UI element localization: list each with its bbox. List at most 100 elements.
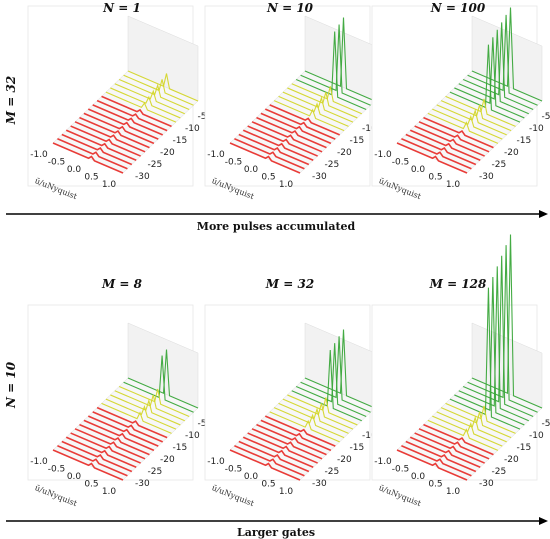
trace-line (105, 398, 177, 430)
trace-line (471, 7, 543, 102)
x-tick-label: -1.0 (30, 457, 48, 467)
trace-line (414, 125, 485, 157)
x-tick-label: 0.5 (261, 173, 275, 183)
trace-line (282, 91, 354, 123)
y-tick-label: -25 (325, 160, 340, 170)
trace-line (440, 100, 512, 132)
panel-title: N = 10 (266, 1, 314, 15)
trace-line (114, 83, 185, 115)
trace-line (264, 415, 336, 447)
trace-line (105, 91, 177, 123)
x-tick-label: 0.0 (411, 165, 426, 175)
trace-line (462, 22, 534, 110)
trace-line (427, 112, 499, 144)
y-tick-label: -15 (173, 136, 188, 146)
trace-line (300, 24, 371, 106)
y-tick-label: -5 (542, 112, 550, 122)
trace-line (74, 428, 146, 460)
trace-line (52, 449, 124, 481)
trace-line (273, 100, 345, 132)
arrow-top (6, 210, 548, 218)
trace-line (101, 95, 172, 128)
trace-line (251, 428, 323, 460)
y-tick-label: -30 (312, 172, 327, 182)
trace-line (238, 440, 310, 473)
trace-line (256, 116, 327, 149)
trace-line (436, 411, 507, 443)
x-tick-label: -0.5 (225, 465, 243, 475)
trace-line (260, 112, 332, 145)
panel-5: M = 32-1.0-0.50.00.51.0ū/uNyquist0-5-10-… (204, 277, 393, 509)
y-tick-label: -20 (160, 455, 175, 465)
x-axis-label: ū/uNyquist (34, 483, 80, 508)
trace-line (256, 423, 327, 456)
x-tick-label: 0.5 (428, 480, 442, 490)
trace-line (247, 125, 318, 157)
trace-line (101, 402, 172, 434)
y-tick-label: -20 (160, 148, 175, 158)
trace-line (295, 31, 367, 110)
row-label-bottom: N = 10 (4, 361, 18, 409)
trace-line (229, 449, 301, 481)
trace-line (401, 445, 472, 477)
x-tick-label: -0.5 (392, 158, 410, 168)
x-tick-label: 0.5 (84, 480, 98, 490)
trace-line (445, 402, 516, 434)
trace-line (118, 78, 190, 110)
trace-line (79, 116, 150, 149)
panel-1: N = 1-1.0-0.50.00.51.0ū/uNyquist0-5-10-1… (27, 1, 216, 202)
panel-title: M = 8 (101, 277, 143, 291)
trace-line (229, 142, 301, 174)
x-tick-label: -1.0 (30, 150, 48, 160)
arrow-bottom (6, 517, 548, 525)
x-tick-label: -1.0 (374, 457, 392, 467)
y-tick-label: -15 (173, 443, 188, 453)
trace-line (467, 14, 538, 106)
trace-line (418, 121, 490, 153)
trace-line (458, 29, 529, 115)
trace-line (65, 436, 137, 469)
trace-line (418, 428, 490, 460)
panel-3: N = 100-1.0-0.50.00.51.0ū/uNyquist0-5-10… (371, 1, 550, 202)
trace-line (440, 407, 512, 439)
y-tick-label: -5 (198, 112, 207, 122)
y-tick-label: -20 (504, 148, 519, 158)
trace-line (242, 436, 314, 469)
x-tick-label: 0.0 (411, 472, 426, 482)
trace-line (61, 440, 133, 473)
trace-line (405, 440, 477, 473)
panel-title: N = 1 (102, 1, 141, 15)
trace-line (234, 138, 305, 170)
trace-line (458, 266, 529, 422)
trace-line (127, 70, 199, 102)
x-tick-label: 0.5 (84, 173, 98, 183)
y-tick-label: -25 (148, 160, 163, 170)
y-tick-label: -5 (542, 419, 550, 429)
trace-line (449, 287, 521, 430)
trace-line (287, 394, 358, 426)
trace-line (436, 104, 507, 136)
trace-line (264, 108, 336, 140)
x-axis-label: ū/uNyquist (211, 483, 257, 508)
trace-line (251, 121, 323, 153)
y-tick-label: -20 (504, 455, 519, 465)
trace-line (462, 255, 534, 417)
y-tick-label: -10 (185, 124, 200, 134)
panel-title: N = 100 (430, 1, 486, 15)
x-tick-label: -1.0 (207, 150, 225, 160)
y-tick-label: -20 (337, 148, 352, 158)
y-tick-label: -30 (135, 479, 150, 489)
panel-4: M = 8-1.0-0.50.00.51.0ū/uNyquist0-5-10-1… (27, 277, 216, 509)
trace-line (92, 411, 164, 443)
x-tick-label: 0.0 (244, 165, 259, 175)
y-tick-label: -30 (135, 172, 150, 182)
trace-line (445, 95, 516, 127)
trace-line (57, 445, 128, 477)
trace-line (454, 37, 525, 119)
trace-line (74, 121, 146, 153)
trace-line (83, 112, 155, 145)
x-axis-label: ū/uNyquist (378, 483, 424, 508)
x-tick-label: -1.0 (374, 150, 392, 160)
trace-line (83, 419, 155, 452)
